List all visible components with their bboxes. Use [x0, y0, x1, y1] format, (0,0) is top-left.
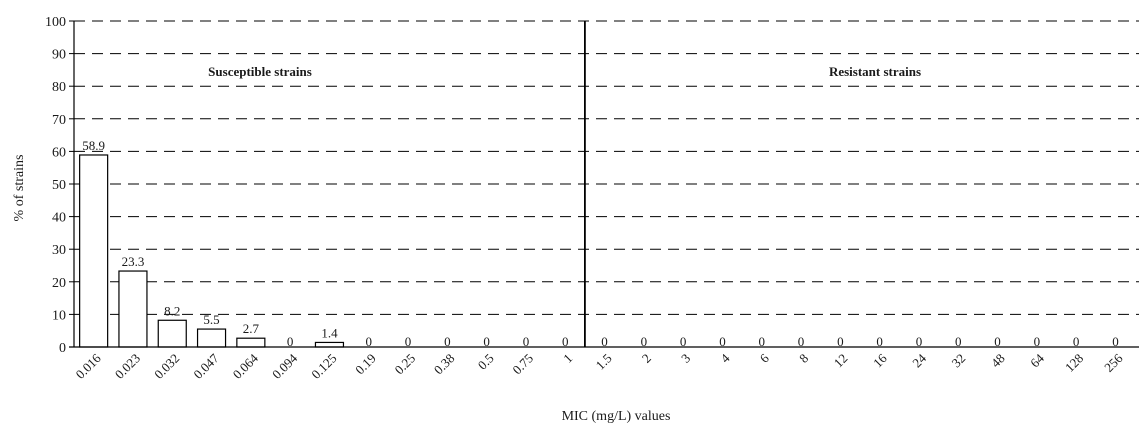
x-tick-label: 12 [831, 351, 851, 371]
x-tick-label: 0.5 [475, 351, 497, 373]
x-tick-label: 0.016 [72, 350, 104, 382]
data-label: 0 [876, 334, 883, 349]
x-axis-title: MIC (mg/L) values [562, 409, 671, 424]
y-tick-label: 70 [52, 113, 66, 128]
x-tick-label: 0.023 [112, 351, 143, 382]
y-tick-label: 30 [52, 243, 66, 258]
y-tick-label: 100 [45, 15, 66, 30]
x-tick-label: 0.047 [190, 350, 222, 382]
data-label: 58.9 [82, 138, 105, 153]
data-label: 0 [483, 334, 490, 349]
x-tick-label: 1 [560, 351, 575, 366]
data-label: 8.2 [164, 303, 180, 318]
x-tick-label: 0.25 [391, 351, 418, 378]
data-label: 0 [1034, 334, 1041, 349]
bar [157, 319, 187, 348]
data-label: 1.4 [321, 325, 338, 340]
axes [69, 20, 1139, 348]
data-labels: 58.9 23.3 8.2 5.5 2.7 0 1.4 0 0 0 0 0 0 0 0 0 0 0 0 0 0 0 0 0 0 0… [82, 138, 1118, 349]
data-label: 0 [798, 334, 805, 349]
bars [79, 154, 345, 348]
y-tick-label: 20 [52, 276, 66, 291]
y-tick-label: 50 [52, 178, 66, 193]
y-tick-label: 40 [52, 211, 66, 226]
region-label-susceptible: Susceptible strains [208, 64, 312, 79]
data-label: 0 [523, 334, 530, 349]
x-tick-label: 0.125 [308, 351, 339, 382]
data-label: 0 [287, 334, 294, 349]
data-label: 0 [837, 334, 844, 349]
x-tick-label: 1.5 [593, 351, 615, 373]
data-label: 0 [444, 334, 451, 349]
data-label: 0 [1112, 334, 1119, 349]
x-tick-label: 0.032 [151, 351, 182, 382]
x-tick-label: 24 [909, 350, 929, 370]
x-tick-label: 48 [988, 351, 1008, 371]
x-tick-label: 256 [1101, 350, 1126, 375]
x-tick-label: 8 [796, 351, 811, 366]
y-axis-title: % of strains [12, 155, 27, 222]
x-tick-label: 0.19 [352, 351, 379, 378]
x-tick-label: 64 [1027, 350, 1047, 370]
x-tick-label: 3 [678, 351, 693, 366]
x-tick-label: 4 [717, 350, 733, 366]
bar [236, 337, 266, 348]
y-tick-label: 60 [52, 145, 66, 160]
data-label: 0 [405, 334, 412, 349]
data-label: 0 [366, 334, 373, 349]
x-tick-label: 128 [1062, 351, 1086, 375]
bar [196, 328, 227, 348]
x-tick-label: 0.75 [509, 351, 536, 378]
x-tick-label: 0.094 [269, 350, 301, 382]
data-label: 0 [955, 334, 962, 349]
bar [314, 341, 345, 348]
y-tick-labels: 0 10 20 30 40 50 60 70 80 90 100 [45, 15, 66, 356]
x-tick-label: 32 [949, 351, 969, 371]
data-label: 0 [1073, 334, 1080, 349]
x-tick-labels: 0.016 0.023 0.032 0.047 0.064 0.094 0.125 0.19 0… [72, 350, 1125, 382]
data-label: 0 [562, 334, 569, 349]
x-tick-label: 0.064 [230, 350, 262, 382]
region-label-resistant: Resistant strains [829, 64, 921, 79]
bar [118, 270, 148, 348]
data-label: 2.7 [243, 321, 260, 336]
grid-lines [74, 20, 1139, 315]
data-label: 0 [719, 334, 726, 349]
bar [79, 154, 109, 348]
data-label: 0 [759, 334, 766, 349]
y-tick-label: 80 [52, 80, 66, 95]
y-tick-label: 10 [52, 308, 66, 323]
data-label: 0 [916, 334, 923, 349]
data-label: 0 [601, 334, 608, 349]
x-tick-label: 2 [639, 351, 654, 366]
data-label: 23.3 [122, 254, 145, 269]
data-label: 0 [680, 334, 687, 349]
data-label: 5.5 [203, 312, 219, 327]
data-label: 0 [641, 334, 648, 349]
y-tick-label: 0 [59, 341, 66, 356]
x-tick-label: 16 [870, 350, 890, 370]
x-tick-label: 6 [757, 350, 773, 366]
data-label: 0 [994, 334, 1001, 349]
x-tick-label: 0.38 [431, 351, 458, 378]
y-tick-label: 90 [52, 48, 66, 63]
